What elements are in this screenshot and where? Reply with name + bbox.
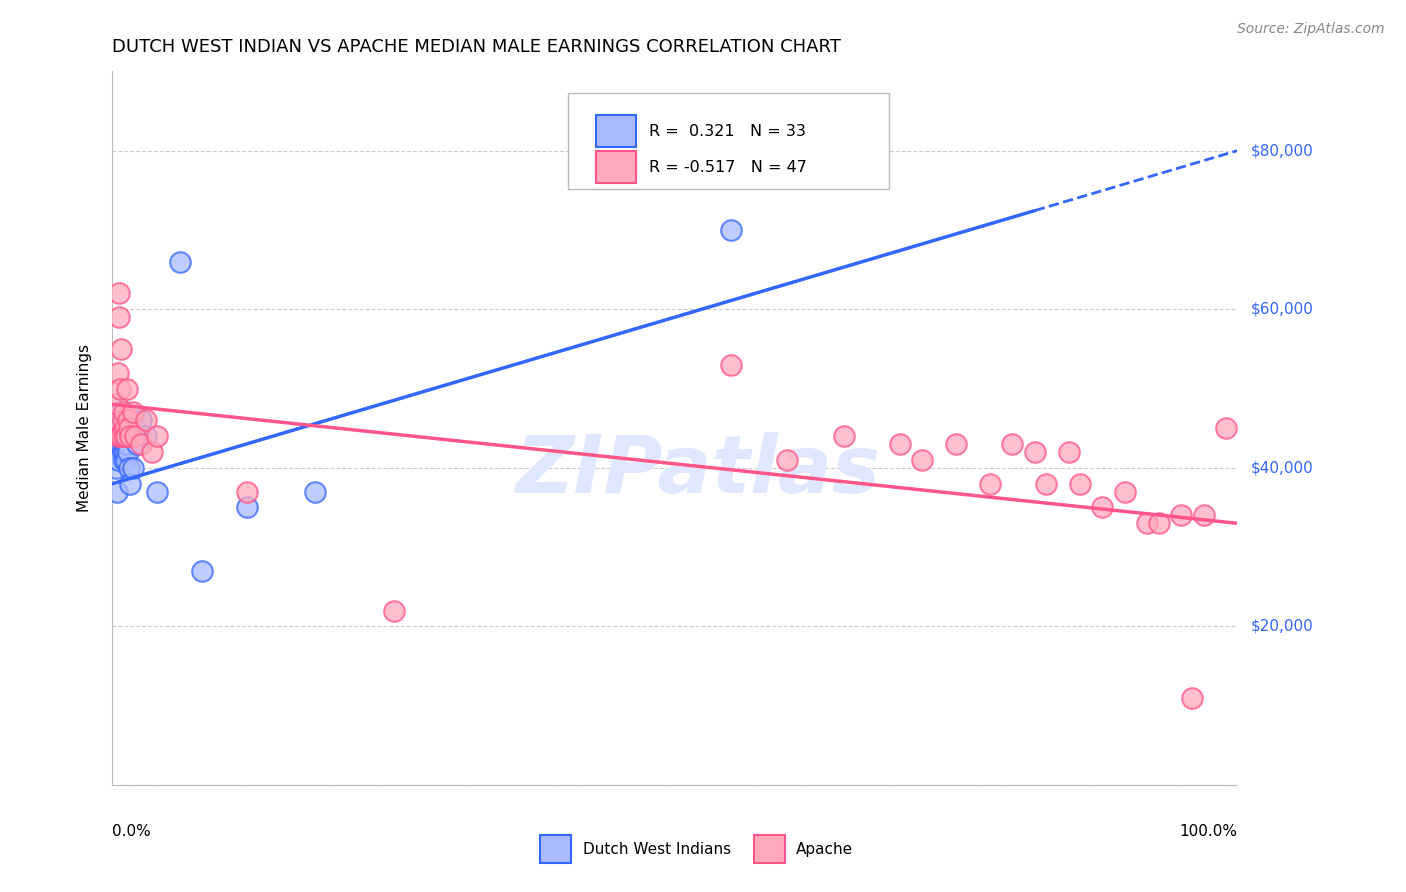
Point bbox=[135, 429, 157, 443]
Point bbox=[107, 429, 129, 443]
Point bbox=[115, 382, 138, 396]
Point bbox=[129, 413, 152, 427]
Point bbox=[114, 421, 136, 435]
FancyBboxPatch shape bbox=[540, 835, 571, 863]
Point bbox=[1192, 508, 1215, 523]
Text: $60,000: $60,000 bbox=[1251, 301, 1315, 317]
Point bbox=[979, 476, 1001, 491]
Point bbox=[1215, 421, 1237, 435]
Point bbox=[110, 429, 132, 443]
Point bbox=[720, 223, 742, 237]
Text: $40,000: $40,000 bbox=[1251, 460, 1315, 475]
Point bbox=[114, 445, 136, 459]
FancyBboxPatch shape bbox=[568, 93, 889, 189]
Point bbox=[118, 460, 141, 475]
Point bbox=[111, 413, 134, 427]
Point bbox=[169, 254, 191, 268]
Point bbox=[146, 484, 169, 499]
Point bbox=[1091, 500, 1114, 515]
Point bbox=[110, 429, 132, 443]
Point bbox=[1024, 445, 1046, 459]
Point bbox=[304, 484, 326, 499]
Point bbox=[112, 453, 135, 467]
Text: $20,000: $20,000 bbox=[1251, 619, 1315, 634]
Point bbox=[105, 484, 128, 499]
Point bbox=[776, 453, 799, 467]
Point bbox=[115, 429, 138, 443]
Point bbox=[115, 453, 138, 467]
Point bbox=[105, 397, 128, 411]
FancyBboxPatch shape bbox=[754, 835, 785, 863]
Point bbox=[236, 500, 259, 515]
Point bbox=[889, 437, 911, 451]
Point bbox=[945, 437, 967, 451]
Point bbox=[121, 460, 143, 475]
Point bbox=[112, 405, 135, 419]
Point bbox=[104, 460, 127, 475]
Point bbox=[720, 358, 742, 372]
Text: R = -0.517   N = 47: R = -0.517 N = 47 bbox=[650, 160, 807, 175]
Point bbox=[108, 413, 131, 427]
Point bbox=[110, 429, 132, 443]
Text: Source: ZipAtlas.com: Source: ZipAtlas.com bbox=[1237, 22, 1385, 37]
Point bbox=[108, 286, 131, 301]
Text: 100.0%: 100.0% bbox=[1180, 824, 1237, 839]
Point bbox=[1069, 476, 1091, 491]
Point bbox=[118, 421, 141, 435]
Text: Apache: Apache bbox=[796, 842, 853, 856]
Point bbox=[1114, 484, 1136, 499]
Point bbox=[236, 484, 259, 499]
Point bbox=[1181, 690, 1204, 705]
Point bbox=[115, 429, 138, 443]
Text: DUTCH WEST INDIAN VS APACHE MEDIAN MALE EARNINGS CORRELATION CHART: DUTCH WEST INDIAN VS APACHE MEDIAN MALE … bbox=[112, 38, 841, 56]
Point bbox=[121, 405, 143, 419]
Point bbox=[110, 405, 132, 419]
Point bbox=[127, 437, 149, 451]
Point bbox=[111, 445, 134, 459]
Text: ZIPatlas: ZIPatlas bbox=[515, 432, 880, 510]
Point bbox=[832, 429, 855, 443]
Point bbox=[117, 413, 139, 427]
Point bbox=[129, 437, 152, 451]
Point bbox=[120, 476, 142, 491]
Point bbox=[120, 429, 142, 443]
Text: Dutch West Indians: Dutch West Indians bbox=[582, 842, 731, 856]
FancyBboxPatch shape bbox=[596, 115, 636, 147]
Point bbox=[112, 437, 135, 451]
Y-axis label: Median Male Earnings: Median Male Earnings bbox=[77, 344, 91, 512]
Text: R =  0.321   N = 33: R = 0.321 N = 33 bbox=[650, 124, 806, 138]
Point bbox=[107, 429, 129, 443]
FancyBboxPatch shape bbox=[596, 151, 636, 183]
Point bbox=[108, 310, 131, 325]
Point bbox=[1170, 508, 1192, 523]
Point bbox=[1035, 476, 1057, 491]
Point bbox=[110, 421, 132, 435]
Text: $80,000: $80,000 bbox=[1251, 143, 1315, 158]
Point bbox=[107, 453, 129, 467]
Point bbox=[191, 564, 214, 578]
Point bbox=[111, 429, 134, 443]
Point bbox=[108, 437, 131, 451]
Point bbox=[115, 437, 138, 451]
Point bbox=[1057, 445, 1080, 459]
Point bbox=[104, 413, 127, 427]
Point bbox=[110, 342, 132, 356]
Point bbox=[124, 421, 146, 435]
Point bbox=[135, 413, 157, 427]
Text: 0.0%: 0.0% bbox=[112, 824, 152, 839]
Point bbox=[146, 429, 169, 443]
Point bbox=[117, 445, 139, 459]
Point bbox=[124, 429, 146, 443]
Point bbox=[141, 445, 163, 459]
Point bbox=[1136, 516, 1159, 531]
Point bbox=[110, 382, 132, 396]
Point bbox=[110, 437, 132, 451]
Point bbox=[112, 429, 135, 443]
Point bbox=[1001, 437, 1024, 451]
Point bbox=[382, 603, 405, 617]
Point bbox=[114, 429, 136, 443]
Point bbox=[911, 453, 934, 467]
Point bbox=[107, 366, 129, 380]
Point bbox=[1147, 516, 1170, 531]
